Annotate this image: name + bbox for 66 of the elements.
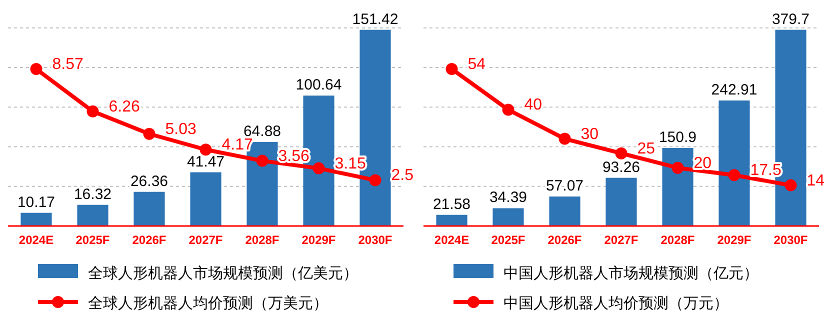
point bbox=[672, 162, 684, 174]
data-label: 14 bbox=[806, 172, 825, 190]
point bbox=[446, 63, 458, 76]
x-tick-label: 2026F bbox=[132, 233, 166, 247]
legend-label: 全球人形机器人均价预测（万美元） bbox=[88, 295, 328, 312]
point bbox=[502, 104, 514, 116]
data-label: 6.26 bbox=[108, 98, 140, 116]
data-label: 57.07 bbox=[546, 178, 584, 195]
x-tick-label: 2026F bbox=[548, 233, 582, 247]
legend-label: 全球人形机器人市场规模预测（亿美元） bbox=[88, 265, 358, 282]
data-label: 20 bbox=[694, 154, 712, 172]
data-label: 379.7 bbox=[772, 10, 810, 28]
bar bbox=[190, 172, 222, 226]
x-tick-label: 2024E bbox=[434, 233, 470, 247]
data-label: 34.39 bbox=[489, 189, 528, 206]
bar bbox=[20, 212, 52, 226]
data-label: 40 bbox=[524, 96, 542, 114]
data-label: 25 bbox=[637, 140, 656, 158]
bar bbox=[134, 192, 165, 226]
data-label: 64.88 bbox=[243, 122, 282, 140]
x-tick-label: 2029F bbox=[302, 233, 336, 247]
data-label: 150.9 bbox=[658, 129, 697, 146]
data-label: 93.26 bbox=[602, 158, 640, 176]
x-tick-label: 2024E bbox=[18, 233, 54, 247]
x-tick-label: 2030F bbox=[774, 233, 808, 247]
data-label: 54 bbox=[468, 56, 486, 74]
bar bbox=[718, 100, 750, 226]
data-label: 16.32 bbox=[74, 186, 112, 203]
bar bbox=[492, 208, 524, 226]
data-label: 151.42 bbox=[352, 10, 398, 28]
point bbox=[256, 154, 268, 167]
bar bbox=[436, 214, 468, 226]
legend-label: 中国人形机器人均价预测（万元） bbox=[504, 295, 728, 312]
data-label: 41.47 bbox=[186, 153, 225, 170]
data-label: 100.64 bbox=[296, 76, 342, 94]
data-label: 8.57 bbox=[52, 56, 84, 74]
point bbox=[369, 174, 382, 186]
legend-label: 中国人形机器人市场规模预测（亿元） bbox=[504, 265, 758, 282]
bar bbox=[662, 148, 694, 226]
point bbox=[312, 162, 325, 174]
point bbox=[86, 105, 99, 118]
data-label: 242.91 bbox=[711, 81, 758, 98]
point bbox=[558, 132, 571, 145]
point bbox=[728, 169, 740, 182]
x-tick-label: 2029F bbox=[717, 233, 752, 247]
bar bbox=[606, 178, 637, 226]
point bbox=[30, 63, 42, 76]
x-tick-label: 2025F bbox=[76, 233, 110, 247]
point bbox=[143, 128, 156, 140]
x-tick-label: 2027F bbox=[604, 233, 638, 247]
x-tick-label: 2025F bbox=[491, 233, 526, 247]
data-label: 30 bbox=[580, 126, 599, 143]
x-tick-label: 2028F bbox=[245, 233, 280, 247]
point bbox=[615, 147, 628, 160]
x-tick-label: 2030F bbox=[358, 233, 392, 247]
point bbox=[784, 179, 797, 192]
data-label: 5.03 bbox=[165, 120, 196, 138]
x-tick-label: 2027F bbox=[188, 233, 223, 247]
data-label: 2.5 bbox=[391, 167, 414, 184]
data-label: 21.58 bbox=[432, 196, 471, 213]
point bbox=[200, 144, 212, 156]
data-label: 10.17 bbox=[17, 194, 56, 211]
x-tick-label: 2028F bbox=[660, 233, 695, 247]
data-label: 26.36 bbox=[130, 172, 168, 190]
bar bbox=[77, 204, 108, 226]
bar bbox=[549, 196, 580, 226]
